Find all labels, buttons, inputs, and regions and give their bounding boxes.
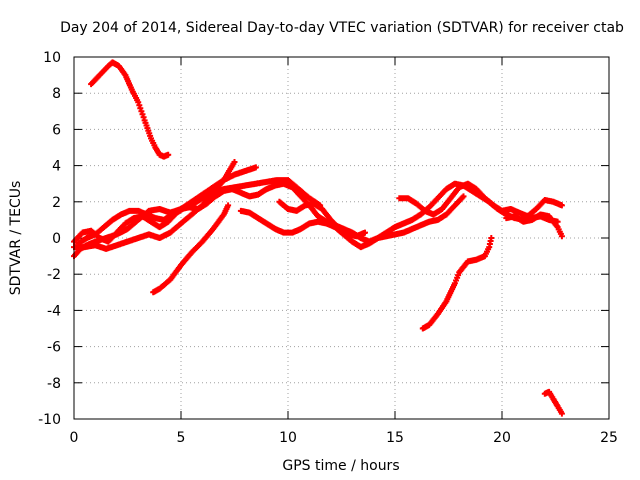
x-tick-label: 10: [279, 430, 297, 446]
x-axis-label: GPS time / hours: [282, 458, 399, 474]
y-tick-label: -4: [47, 303, 61, 319]
data-marks: [503, 211, 565, 240]
y-tick-label: -6: [47, 340, 61, 356]
grid: [74, 57, 609, 419]
series-arc-l: [541, 388, 565, 417]
chart-title: Day 204 of 2014, Sidereal Day-to-day VTE…: [60, 20, 624, 36]
series-arc-k: [419, 235, 495, 332]
data-series: [71, 59, 565, 417]
data-marks: [276, 198, 368, 240]
series-arc-a: [88, 59, 172, 160]
data-marks: [541, 388, 565, 417]
data-marks: [88, 59, 172, 160]
series-arc-i: [396, 180, 565, 220]
y-tick-label: 2: [52, 195, 61, 211]
y-tick-label: -8: [47, 376, 61, 392]
plot-frame: [73, 56, 610, 420]
y-tick-label: 6: [52, 122, 61, 138]
data-marks: [150, 202, 232, 296]
data-marks: [419, 235, 495, 332]
y-tick-label: 4: [52, 159, 61, 175]
x-tick-label: 15: [386, 430, 404, 446]
x-tick-label: 5: [177, 430, 186, 446]
x-tick-labels: 0 5 10 15 20 25: [70, 430, 618, 446]
x-tick-label: 25: [600, 430, 618, 446]
y-tick-label: -10: [38, 412, 61, 428]
series-arc-j: [503, 211, 565, 240]
y-tick-label: 10: [43, 50, 61, 66]
y-tick-label: -2: [47, 267, 61, 283]
series-arc-h: [276, 198, 368, 240]
y-tick-label: 8: [52, 86, 61, 102]
x-tick-label: 0: [70, 430, 79, 446]
x-tick-label: 20: [493, 430, 511, 446]
series-arc-f: [150, 202, 232, 296]
y-tick-labels: -10 -8 -6 -4 -2 0 2 4 6 8 10: [38, 50, 61, 428]
y-axis-label: SDTVAR / TECUs: [8, 181, 24, 296]
data-marks: [396, 180, 565, 220]
y-tick-label: 0: [52, 231, 61, 247]
